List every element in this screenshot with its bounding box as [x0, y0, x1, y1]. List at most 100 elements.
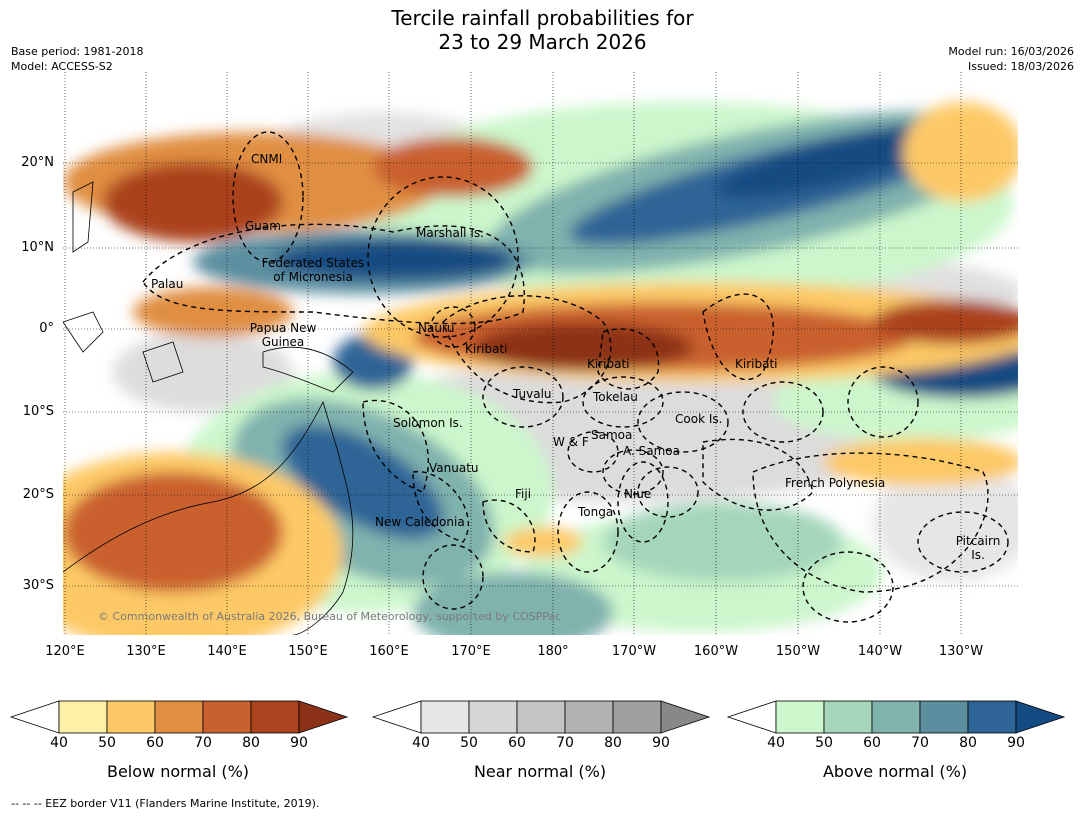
region-label-kiribati-east: Kiribati — [735, 357, 778, 371]
png-line-2: Guinea — [261, 335, 305, 349]
rainfall-map: © Commonwealth of Australia 2026, Bureau… — [63, 72, 1018, 635]
colorbar-below-tick: 50 — [98, 735, 116, 751]
colorbar-above-segment — [967, 700, 1017, 734]
title-line-2: 23 to 29 March 2026 — [438, 30, 647, 54]
fsm-line-2: of Micronesia — [273, 270, 353, 284]
lon-label-140w: 140°W — [857, 644, 903, 659]
colorbar-above-tick: 60 — [863, 735, 881, 751]
colorbar-near-label: Near normal (%) — [473, 762, 607, 781]
colorbar-near-tick: 90 — [652, 735, 670, 751]
eez-footnote: -- -- -- EEZ border V11 (Flanders Marine… — [11, 797, 320, 810]
colorbar-above-segment — [775, 700, 825, 734]
colorbar-above-min-arrow — [726, 700, 777, 734]
region-label-nauru: Nauru — [418, 321, 455, 335]
region-label-vanuatu: Vanuatu — [429, 461, 479, 475]
eez-borders — [142, 131, 1009, 623]
lon-label-170w: 170°W — [611, 644, 657, 659]
colorbar-near-tick: 60 — [508, 735, 526, 751]
region-label-png: Papua New Guinea — [243, 321, 323, 349]
base-period: Base period: 1981-2018 — [11, 45, 144, 58]
lon-label-130w: 130°W — [938, 644, 984, 659]
region-label-kiribati-central: Kiribati — [587, 357, 630, 371]
colorbar-near-segment — [612, 700, 662, 734]
lon-label-180: 180° — [537, 644, 569, 659]
colorbar-above-tick: 70 — [911, 735, 929, 751]
region-label-niue: Niue — [624, 487, 652, 501]
pitcairn-line-2: Is. — [971, 548, 985, 562]
colorbar-above-tick: 80 — [959, 735, 977, 751]
region-label-new-caledonia: New Caledonia — [375, 515, 465, 529]
colorbar-above-max-arrow — [1015, 700, 1066, 734]
region-label-american-samoa: A. Samoa — [623, 444, 680, 458]
region-label-tokelau: Tokelau — [593, 390, 638, 404]
region-label-tonga: Tonga — [578, 505, 614, 519]
lon-label-140e: 140°E — [207, 644, 247, 659]
region-label-french-polynesia: French Polynesia — [785, 476, 886, 490]
lat-label-0: 0° — [39, 321, 54, 336]
colorbar-above-segment — [823, 700, 873, 734]
colorbar-below-segment — [106, 700, 156, 734]
region-label-marshall: Marshall Is. — [416, 226, 484, 240]
copyright-text: © Commonwealth of Australia 2026, Bureau… — [98, 610, 561, 623]
lon-label-150e: 150°E — [288, 644, 328, 659]
lat-label-10s: 10°S — [22, 404, 54, 419]
colorbar-below-max-arrow — [298, 700, 349, 734]
colorbar-below-segment — [250, 700, 300, 734]
region-label-wallis-futuna: W & F — [553, 435, 589, 449]
colorbar-below-segment — [154, 700, 204, 734]
colorbars-svg — [9, 700, 1066, 734]
region-label-fsm: Federated States of Micronesia — [253, 256, 373, 284]
colorbar-above-segment — [871, 700, 921, 734]
region-label-palau: Palau — [151, 277, 184, 291]
colorbar-near-segment — [420, 700, 470, 734]
lon-label-120e: 120°E — [45, 644, 85, 659]
colorbar-below-tick: 40 — [50, 735, 68, 751]
colorbar-below — [9, 700, 349, 734]
colorbar-below-tick: 80 — [242, 735, 260, 751]
lat-label-20s: 20°S — [22, 487, 54, 502]
graticule — [63, 72, 1018, 635]
region-label-cnmi: CNMI — [251, 152, 283, 166]
colorbar-near-tick: 50 — [460, 735, 478, 751]
region-label-samoa: Samoa — [591, 428, 633, 442]
colorbar-below-segment — [202, 700, 252, 734]
colorbar-near-tick: 80 — [604, 735, 622, 751]
colorbar-below-segment — [58, 700, 108, 734]
colorbar-near-tick: 40 — [412, 735, 430, 751]
region-label-fiji: Fiji — [515, 487, 532, 501]
region-label-tuvalu: Tuvalu — [513, 387, 552, 401]
map-svg: © Commonwealth of Australia 2026, Bureau… — [63, 72, 1018, 635]
model-name: Model: ACCESS-S2 — [11, 60, 113, 73]
title-line-1: Tercile rainfall probabilities for — [391, 6, 694, 30]
colorbar-near-tick: 70 — [556, 735, 574, 751]
lon-label-160w: 160°W — [693, 644, 739, 659]
colorbar-below-tick: 90 — [290, 735, 308, 751]
colorbar-above-tick: 90 — [1007, 735, 1025, 751]
colorbar-below-label: Below normal (%) — [106, 762, 250, 781]
png-line-1: Papua New — [249, 321, 317, 335]
region-label-pitcairn: Pitcairn Is. — [948, 534, 1008, 562]
fsm-line-1: Federated States — [261, 256, 365, 270]
colorbar-near-segment — [516, 700, 566, 734]
colorbar-near-segment — [468, 700, 518, 734]
lon-label-160e: 160°E — [369, 644, 409, 659]
colorbar-above-tick: 50 — [815, 735, 833, 751]
region-label-cook: Cook Is. — [675, 412, 723, 426]
region-label-guam: Guam — [245, 219, 281, 233]
colorbar-above-label: Above normal (%) — [822, 762, 968, 781]
colorbar-near — [371, 700, 711, 734]
colorbar-below-tick: 60 — [146, 735, 164, 751]
colorbar-near-segment — [564, 700, 614, 734]
chart-title: Tercile rainfall probabilities for 23 to… — [0, 6, 1085, 54]
coastlines — [63, 181, 354, 635]
lon-label-150w: 150°W — [775, 644, 821, 659]
colorbar-above-segment — [919, 700, 969, 734]
region-label-solomon: Solomon Is. — [393, 416, 463, 430]
colorbar-above-tick: 40 — [767, 735, 785, 751]
lon-label-130e: 130°E — [126, 644, 166, 659]
issued-date: Issued: 18/03/2026 — [967, 60, 1074, 73]
colorbar-above — [726, 700, 1066, 734]
lat-label-30s: 30°S — [22, 578, 54, 593]
colorbar-below-tick: 70 — [194, 735, 212, 751]
pitcairn-line-1: Pitcairn — [955, 534, 1001, 548]
